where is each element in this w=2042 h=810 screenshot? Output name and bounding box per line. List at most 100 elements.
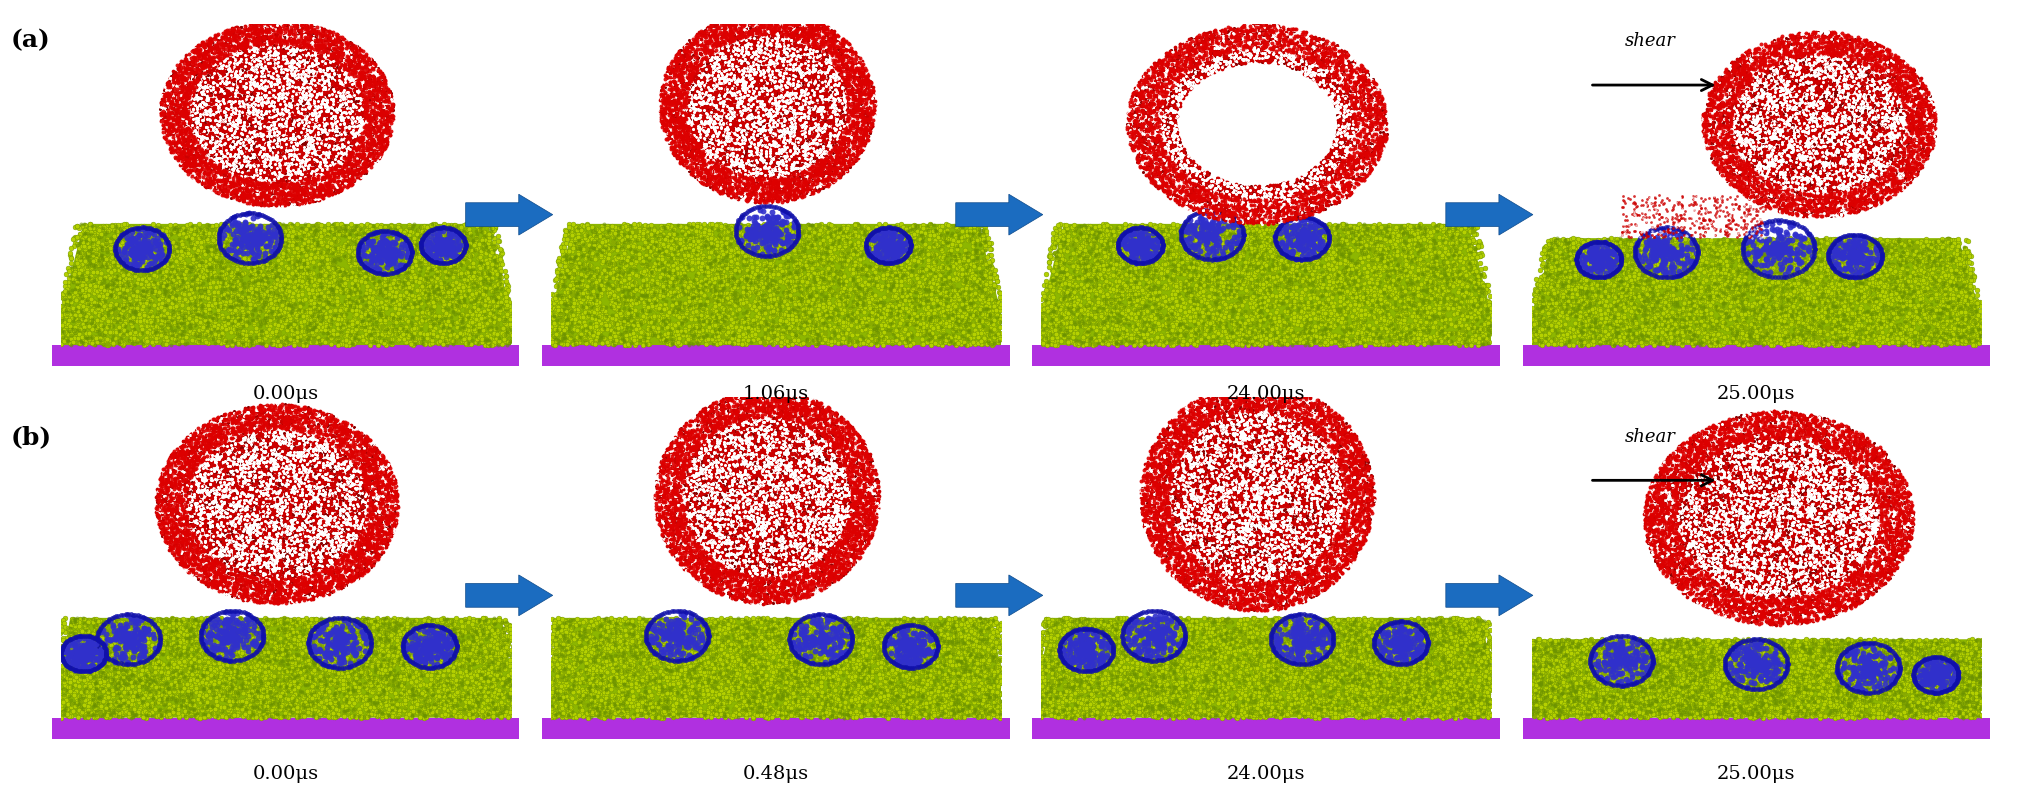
Point — [684, 495, 717, 508]
Point — [756, 415, 788, 428]
Point — [1664, 488, 1697, 501]
Point — [192, 479, 225, 492]
Point — [1630, 268, 1662, 281]
Point — [1766, 99, 1799, 112]
Point — [1113, 265, 1146, 278]
Point — [1250, 553, 1282, 566]
Point — [1062, 663, 1095, 676]
Point — [794, 465, 827, 478]
Point — [1732, 427, 1764, 440]
Point — [1738, 327, 1770, 340]
Point — [815, 329, 847, 342]
Point — [453, 226, 486, 239]
Point — [1774, 192, 1807, 205]
Point — [1887, 514, 1919, 526]
Point — [1246, 666, 1278, 679]
Point — [639, 293, 672, 306]
Point — [1099, 701, 1131, 714]
Point — [221, 301, 253, 313]
Point — [1821, 446, 1854, 458]
Point — [972, 698, 1005, 711]
Point — [760, 267, 792, 280]
Point — [1270, 638, 1303, 651]
Point — [1725, 150, 1758, 163]
Point — [700, 458, 733, 471]
Point — [929, 218, 962, 231]
Point — [1770, 299, 1803, 312]
Point — [1550, 650, 1583, 663]
Point — [227, 174, 259, 187]
Point — [1262, 416, 1295, 429]
Point — [274, 493, 306, 506]
Point — [1391, 684, 1423, 697]
Point — [321, 181, 353, 194]
Point — [390, 670, 423, 683]
Point — [649, 534, 682, 547]
Point — [188, 547, 221, 560]
Point — [662, 116, 694, 129]
Point — [306, 275, 339, 288]
Point — [1356, 146, 1389, 159]
Point — [796, 477, 829, 490]
Point — [1756, 244, 1789, 257]
Point — [709, 399, 741, 412]
Point — [184, 520, 216, 533]
Point — [1144, 686, 1176, 699]
Point — [1956, 322, 1989, 335]
Point — [1168, 684, 1201, 697]
Point — [1254, 566, 1286, 579]
Point — [1270, 254, 1303, 266]
Point — [1866, 639, 1899, 652]
Point — [1791, 255, 1824, 268]
Point — [63, 646, 96, 659]
Point — [1260, 253, 1293, 266]
Point — [762, 319, 794, 332]
Point — [372, 252, 404, 265]
Point — [686, 432, 719, 445]
Point — [1907, 105, 1940, 118]
Point — [102, 245, 135, 258]
Point — [353, 630, 386, 643]
Point — [898, 265, 931, 278]
Point — [1054, 315, 1086, 328]
Point — [1180, 557, 1213, 570]
Point — [950, 612, 982, 625]
Point — [1844, 137, 1877, 150]
Point — [1917, 658, 1950, 671]
Point — [1728, 289, 1760, 302]
Point — [65, 647, 98, 660]
Point — [1346, 441, 1378, 454]
Point — [1803, 581, 1836, 594]
Point — [490, 704, 523, 717]
Point — [1922, 317, 1954, 330]
Point — [776, 654, 809, 667]
Point — [1648, 249, 1681, 262]
Point — [1830, 560, 1862, 573]
Point — [331, 41, 363, 54]
Point — [1856, 658, 1889, 671]
Point — [845, 438, 878, 451]
Point — [129, 225, 161, 238]
Point — [1885, 529, 1917, 542]
Point — [184, 231, 216, 244]
Point — [1348, 711, 1380, 724]
Point — [668, 469, 700, 482]
Point — [1862, 652, 1895, 665]
Point — [749, 405, 782, 418]
Point — [241, 701, 274, 714]
Point — [200, 322, 233, 335]
Point — [658, 467, 690, 480]
Point — [331, 422, 363, 435]
Point — [709, 161, 741, 174]
Point — [1258, 395, 1291, 408]
Point — [1299, 478, 1331, 491]
Point — [684, 410, 717, 423]
Point — [1864, 665, 1897, 678]
Point — [239, 298, 272, 311]
Point — [1103, 232, 1135, 245]
Point — [1427, 330, 1460, 343]
Point — [1709, 576, 1742, 589]
Point — [1834, 139, 1866, 151]
Point — [1244, 549, 1276, 562]
Point — [1168, 47, 1201, 60]
